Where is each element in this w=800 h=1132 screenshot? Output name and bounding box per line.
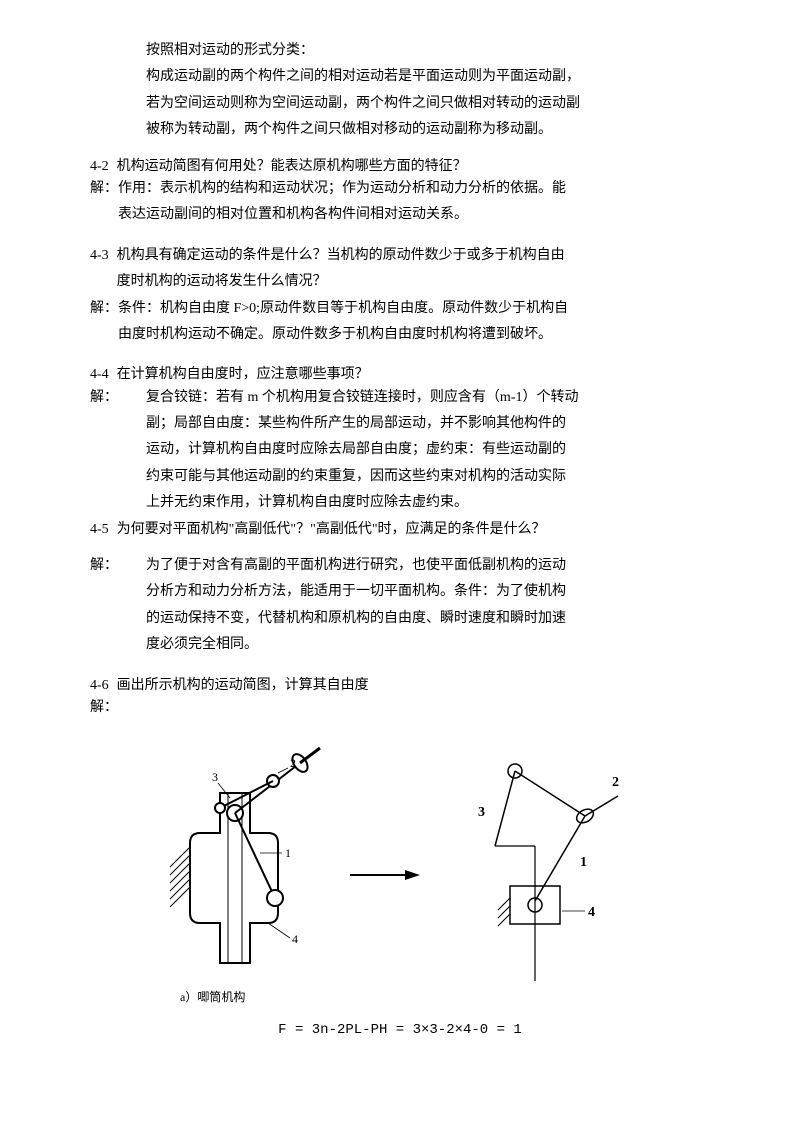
figure-right: 2 3 1 4 [440,751,640,999]
label-3: 3 [212,770,218,784]
question-number: 4-5 [90,519,109,541]
label-2: 2 [612,775,619,790]
intro-line: 构成运动副的两个构件之间的相对运动若是平面运动则为平面运动副， [90,66,710,88]
figure-caption: a）唧筒机构 [180,988,330,1007]
answer-label: 解： [90,178,118,231]
answer-label: 解： [90,555,118,661]
question-4-4: 4-4 在计算机构自由度时，应注意哪些事项？ 解： 复合铰链：若有 m 个机构用… [90,364,710,518]
question-text: 机构具有确定运动的条件是什么？当机构的原动件数少于或多于机构自由 [117,245,565,267]
intro-line: 按照相对运动的形式分类： [90,40,710,62]
question-4-2: 4-2 机构运动简图有何用处？能表达原机构哪些方面的特征？ 解： 作用：表示机构… [90,156,710,231]
answer-label: 解： [90,298,118,351]
answer-line: 复合铰链：若有 m 个机构用复合铰链连接时，则应含有（m-1）个转动 [146,387,710,409]
answer-label: 解： [90,697,710,719]
label-4: 4 [292,932,298,946]
intro-line: 被称为转动副，两个构件之间只做相对移动的运动副称为移动副。 [90,119,710,141]
answer-line: 度必须完全相同。 [146,634,710,656]
document-page: 按照相对运动的形式分类： 构成运动副的两个构件之间的相对运动若是平面运动则为平面… [0,0,800,1132]
question-4-6: 4-6 画出所示机构的运动简图，计算其自由度 解： [90,675,710,1042]
answer-line: 上并无约束作用，计算机构自由度时应除去虚约束。 [146,492,710,514]
question-4-3: 4-3 机构具有确定运动的条件是什么？当机构的原动件数少于或多于机构自由 度时机… [90,245,710,351]
answer-line: 约束可能与其他运动副的约束重复，因而这些约束对机构的活动实际 [146,466,710,488]
question-text: 机构运动简图有何用处？能表达原机构哪些方面的特征？ [117,156,467,178]
answer-line: 运动，计算机构自由度时应除去局部自由度；虚约束：有些运动副的 [146,439,710,461]
question-4-5: 4-5 为何要对平面机构"高副低代"？"高副低代"时，应满足的条件是什么？ 解：… [90,519,710,661]
figure-left: 2 3 1 4 a）唧筒机构 [160,743,330,1007]
answer-line: 由度时机构运动不确定。原动件数多于机构自由度时机构将遭到破坏。 [118,324,710,346]
answer-line: 条件：机构自由度 F>0;原动件数目等于机构自由度。原动件数少于机构自 [118,298,710,320]
label-4: 4 [588,905,595,920]
question-number: 4-3 [90,245,109,298]
intro-line: 若为空间运动则称为空间运动副，两个构件之间只做相对转动的运动副 [90,93,710,115]
question-text: 为何要对平面机构"高副低代"？"高副低代"时，应满足的条件是什么？ [117,519,546,541]
question-number: 4-6 [90,675,109,697]
question-number: 4-2 [90,156,109,178]
answer-line: 副；局部自由度：某些构件所产生的局部运动，并不影响其他构件的 [146,413,710,435]
question-text: 画出所示机构的运动简图，计算其自由度 [117,675,369,697]
label-2: 2 [290,756,296,770]
label-1: 1 [580,855,587,870]
kinematic-diagram-icon: 2 3 1 4 [440,751,640,991]
question-text: 在计算机构自由度时，应注意哪些事项？ [117,364,369,386]
answer-line: 的运动保持不变，代替机构和原机构的自由度、瞬时速度和瞬时加速 [146,608,710,630]
label-3: 3 [478,805,485,820]
pump-mechanism-icon: 2 3 1 4 [160,743,330,973]
intro-block: 按照相对运动的形式分类： 构成运动副的两个构件之间的相对运动若是平面运动则为平面… [90,40,710,142]
formula: F = 3n-2PL-PH = 3×3-2×4-0 = 1 [90,1019,710,1041]
arrow-icon [350,865,420,885]
answer-line: 作用：表示机构的结构和运动状况；作为运动分析和动力分析的依据。能 [118,178,710,200]
answer-line: 为了便于对含有高副的平面机构进行研究，也使平面低副机构的运动 [146,555,710,577]
answer-label: 解： [90,387,118,519]
answer-line: 分析方和动力分析方法，能适用于一切平面机构。条件：为了使机构 [146,581,710,603]
question-number: 4-4 [90,364,109,386]
question-text: 度时机构的运动将发生什么情况？ [117,271,565,293]
figure-row: 2 3 1 4 a）唧筒机构 [90,743,710,1007]
answer-line: 表达运动副间的相对位置和机构各构件间相对运动关系。 [118,204,710,226]
label-1: 1 [285,846,291,860]
